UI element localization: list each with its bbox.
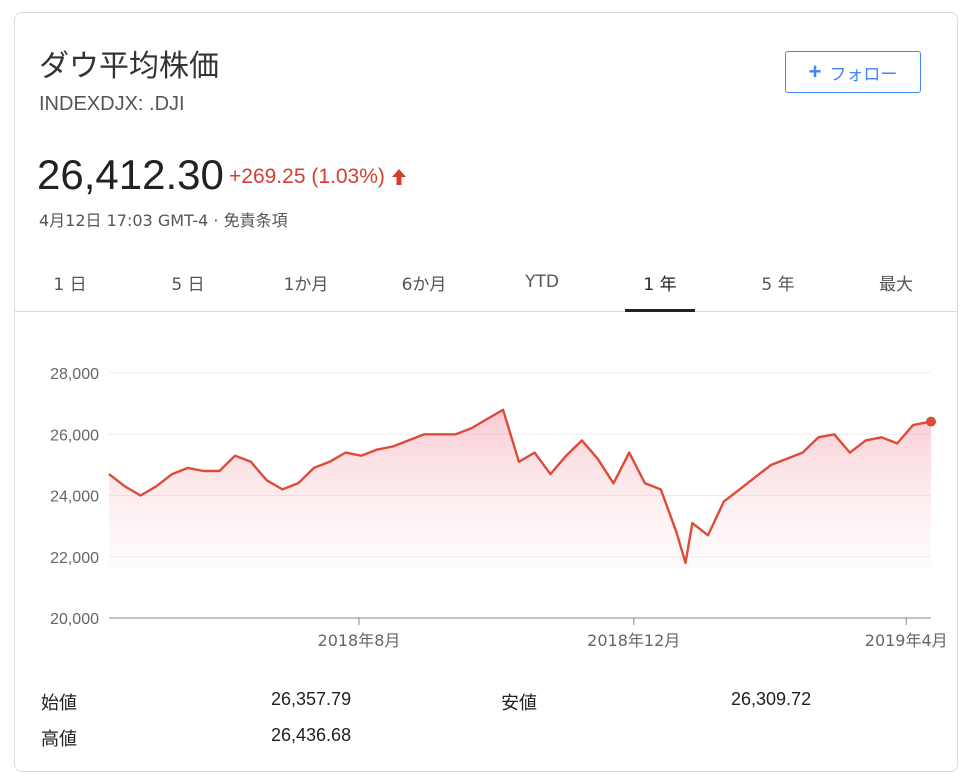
index-title: ダウ平均株価 [39,49,219,84]
follow-label: フォロー [829,64,898,84]
tab-5d[interactable]: 5 日 [171,274,205,295]
tab-max[interactable]: 最大 [879,274,913,295]
timestamp: 4月12日 17:03 GMT-4 [39,211,209,230]
high-label: 高値 [41,729,77,750]
tab-1m[interactable]: 1か月 [283,274,329,295]
tab-6m[interactable]: 6か月 [401,274,447,295]
tab-ytd[interactable]: YTD [525,272,559,292]
x-tick-label: 2018年12月 [587,631,680,650]
separator: · [213,211,219,230]
tab-5y[interactable]: 5 年 [761,274,795,295]
tab-1d[interactable]: 1 日 [53,274,87,295]
x-tick-label: 2018年8月 [318,631,401,650]
ticker-symbol: INDEXDJX: .DJI [39,93,185,115]
low-label: 安値 [501,693,537,714]
current-price: 26,412.30 [37,151,224,198]
arrow-up-icon [391,169,406,185]
range-tabs: 1 日 5 日 1か月 6か月 YTD 1 年 5 年 最大 [15,253,957,312]
y-tick-label: 24,000 [50,489,99,506]
high-value: 26,436.68 [271,725,352,745]
open-value: 26,357.79 [271,689,352,709]
price-change-value: +269.25 (1.03%) [229,165,385,188]
timestamp-row: 4月12日 17:03 GMT-4 · 免責条項 [39,207,288,231]
open-label: 始値 [41,693,77,714]
price-line [108,408,932,565]
price-change: +269.25 (1.03%) [229,165,407,189]
disclaimer-link[interactable]: 免責条項 [223,211,288,230]
x-tick-label: 2019年4月 [865,631,948,650]
low-value: 26,309.72 [731,689,812,709]
latest-point [926,416,936,427]
price-area [109,409,931,569]
y-tick-label: 20,000 [50,611,99,628]
follow-button[interactable]: + フォロー [785,51,921,93]
tab-1y[interactable]: 1 年 [615,253,705,312]
y-tick-label: 28,000 [50,366,99,383]
price-chart: 20,000 22,000 24,000 26,000 28,000 2018年8月 201… [50,366,948,650]
plus-icon: + [808,59,822,84]
y-tick-label: 26,000 [50,427,99,444]
y-tick-label: 22,000 [50,550,99,567]
stock-card: ダウ平均株価 INDEXDJX: .DJI + フォロー 26,412.30 +… [14,12,958,772]
